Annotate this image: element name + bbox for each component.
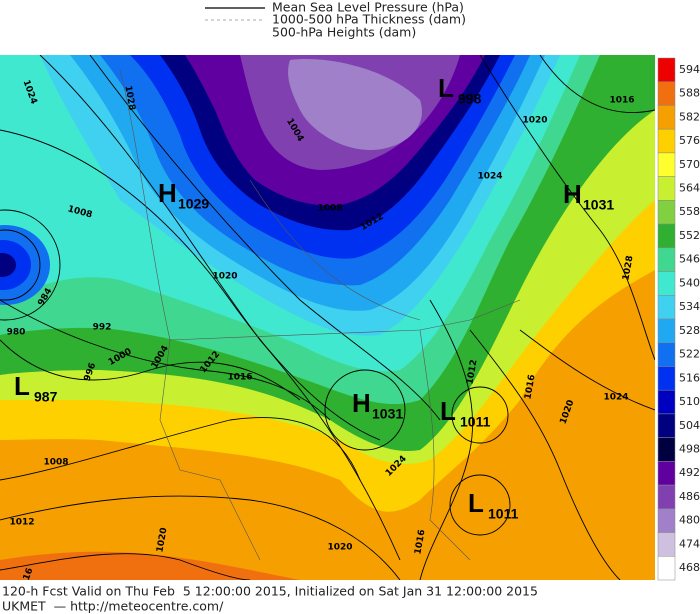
center-value: 1031 [583, 197, 614, 213]
colorbar-box [657, 318, 676, 343]
colorbar-box [657, 342, 676, 367]
isobar-label: 1020 [522, 116, 547, 126]
colorbar-box [657, 437, 676, 462]
colorbar-box [657, 223, 676, 249]
colorbar-label: 576 [679, 134, 700, 147]
isobar-label: 992 [93, 323, 112, 333]
center-value: 998 [458, 91, 482, 107]
colorbar-label: 564 [679, 182, 700, 195]
colorbar-box [657, 366, 676, 391]
colorbar-label: 540 [679, 276, 700, 289]
colorbar-box [657, 484, 676, 510]
center-letter: L [14, 371, 30, 401]
colorbar-label: 504 [679, 419, 700, 432]
colorbar-label: 498 [679, 443, 700, 456]
isobar-label: 1024 [477, 172, 502, 182]
center-letter: L [438, 73, 454, 103]
colorbar-label: 570 [679, 158, 700, 171]
colorbar-box [657, 295, 676, 320]
isobar-label: 1028 [621, 255, 635, 281]
isobar-label: 1016 [609, 96, 634, 106]
isobar-label: 1016 [523, 374, 537, 400]
colorbar-label: 510 [679, 395, 700, 408]
footer-text: 120-h Fcst Valid on Thu Feb 5 12:00:00 2… [2, 584, 538, 599]
colorbar-label: 492 [679, 466, 700, 479]
colorbar-box [657, 81, 676, 106]
isobar-label: 1020 [327, 543, 352, 553]
colorbar-box [657, 57, 676, 82]
colorbar-box [657, 200, 676, 225]
colorbar-label: 468 [679, 561, 700, 574]
center-letter: H [352, 388, 371, 418]
map: 1024 102810041008101210201016102010241028… [0, 55, 655, 580]
center-letter: H [563, 179, 582, 209]
center-value: 987 [34, 389, 58, 405]
colorbar-label: 582 [679, 110, 700, 123]
colorbar-box [657, 271, 676, 296]
isobar-label: 1020 [212, 272, 237, 282]
colorbar-label: 594 [679, 63, 700, 76]
colorbar-box [657, 128, 676, 154]
center-value: 1011 [460, 414, 491, 430]
colorbar-label: 552 [679, 229, 700, 242]
colorbar-label: 588 [679, 87, 700, 100]
colorbar-label: 474 [679, 537, 700, 550]
center-letter: H [158, 178, 177, 208]
center-value: 1029 [178, 196, 209, 212]
colorbar-label: 486 [679, 490, 700, 503]
center-value: 1031 [372, 406, 403, 422]
isobar-label: 1008 [317, 204, 342, 214]
colorbar-label: 534 [679, 300, 700, 313]
center-letter: L [440, 396, 456, 426]
legend-text: 1000-500 hPa Thickness (dam) [272, 12, 466, 27]
colorbar-label: 480 [679, 514, 700, 527]
isobar-label: 1008 [43, 458, 68, 468]
colorbar-box [657, 389, 676, 415]
colorbar-label: 528 [679, 324, 700, 337]
colorbar-box [657, 247, 676, 272]
colorbar-label: 546 [679, 253, 700, 266]
legend-text: Mean Sea Level Pressure (hPa) [272, 0, 464, 15]
isobar-label: 1016 [227, 373, 252, 383]
colorbar-box [657, 532, 676, 557]
colorbar-label: 516 [679, 371, 700, 384]
colorbar-box [657, 556, 676, 581]
colorbar-label: 558 [679, 205, 700, 218]
isobar-label: 1012 [9, 518, 34, 528]
colorbar-label: 522 [679, 348, 700, 361]
colorbar-box [657, 461, 676, 486]
colorbar-box [657, 152, 676, 177]
isobar-label: 980 [7, 328, 26, 338]
legend-text: 500-hPa Heights (dam) [272, 25, 416, 40]
isobar-label: 1016 [413, 529, 427, 555]
isobar-label: 1028 [122, 85, 136, 111]
center-value: 1011 [488, 506, 519, 522]
colorbar-box [657, 176, 676, 201]
colorbar-box [657, 105, 676, 130]
colorbar-box [657, 413, 676, 438]
center-letter: L [468, 488, 484, 518]
isobar-label: 1020 [155, 527, 169, 553]
colorbar-box [657, 508, 676, 533]
isobar-label: 1012 [465, 359, 479, 385]
isobar-label: 1024 [603, 393, 628, 403]
footer-text: UKMET — http://meteocentre.com/ [2, 599, 224, 614]
